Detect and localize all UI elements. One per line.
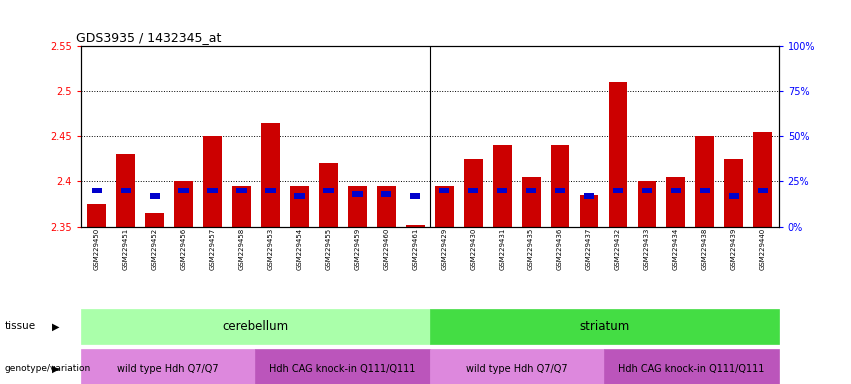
Bar bbox=[468, 188, 478, 193]
Bar bbox=[179, 188, 189, 193]
Bar bbox=[290, 186, 309, 227]
Bar bbox=[526, 188, 536, 193]
Bar bbox=[464, 159, 483, 227]
Bar bbox=[237, 188, 247, 193]
Bar bbox=[493, 146, 511, 227]
Bar bbox=[608, 82, 627, 227]
Bar bbox=[666, 177, 685, 227]
Bar bbox=[146, 213, 164, 227]
Bar bbox=[753, 132, 772, 227]
Text: cerebellum: cerebellum bbox=[222, 320, 288, 333]
Text: wild type Hdh Q7/Q7: wild type Hdh Q7/Q7 bbox=[466, 364, 568, 374]
Bar bbox=[700, 188, 710, 193]
Bar bbox=[174, 182, 193, 227]
Bar bbox=[381, 191, 391, 197]
Bar bbox=[757, 188, 768, 193]
Text: striatum: striatum bbox=[579, 320, 630, 333]
Bar bbox=[150, 193, 160, 199]
Text: ▶: ▶ bbox=[52, 364, 59, 374]
Bar bbox=[348, 186, 367, 227]
Bar bbox=[261, 123, 280, 227]
Bar bbox=[642, 188, 652, 193]
Bar bbox=[671, 188, 681, 193]
Bar bbox=[695, 136, 714, 227]
Bar bbox=[117, 154, 135, 227]
Bar bbox=[435, 186, 454, 227]
Bar bbox=[92, 188, 102, 193]
Text: Hdh CAG knock-in Q111/Q111: Hdh CAG knock-in Q111/Q111 bbox=[618, 364, 765, 374]
Bar bbox=[584, 193, 594, 199]
Text: wild type Hdh Q7/Q7: wild type Hdh Q7/Q7 bbox=[117, 364, 219, 374]
Text: tissue: tissue bbox=[4, 321, 36, 331]
Text: genotype/variation: genotype/variation bbox=[4, 364, 90, 373]
Text: GDS3935 / 1432345_at: GDS3935 / 1432345_at bbox=[77, 31, 221, 44]
Bar bbox=[232, 186, 251, 227]
Bar bbox=[613, 188, 623, 193]
Bar bbox=[580, 195, 598, 227]
Bar bbox=[439, 188, 449, 193]
Bar bbox=[637, 182, 656, 227]
Bar bbox=[522, 177, 540, 227]
Bar bbox=[728, 193, 739, 199]
Bar bbox=[319, 164, 338, 227]
Bar bbox=[406, 225, 425, 227]
Bar bbox=[377, 186, 396, 227]
Bar bbox=[352, 191, 363, 197]
Text: ▶: ▶ bbox=[52, 321, 59, 331]
Bar bbox=[724, 159, 743, 227]
Bar bbox=[497, 188, 507, 193]
Bar bbox=[203, 136, 222, 227]
Bar bbox=[555, 188, 565, 193]
Bar bbox=[88, 204, 106, 227]
Bar bbox=[266, 188, 276, 193]
Bar bbox=[121, 188, 131, 193]
Bar bbox=[208, 188, 218, 193]
Bar bbox=[410, 193, 420, 199]
Bar bbox=[551, 146, 569, 227]
Bar bbox=[294, 193, 305, 199]
Bar bbox=[323, 188, 334, 193]
Text: Hdh CAG knock-in Q111/Q111: Hdh CAG knock-in Q111/Q111 bbox=[269, 364, 416, 374]
